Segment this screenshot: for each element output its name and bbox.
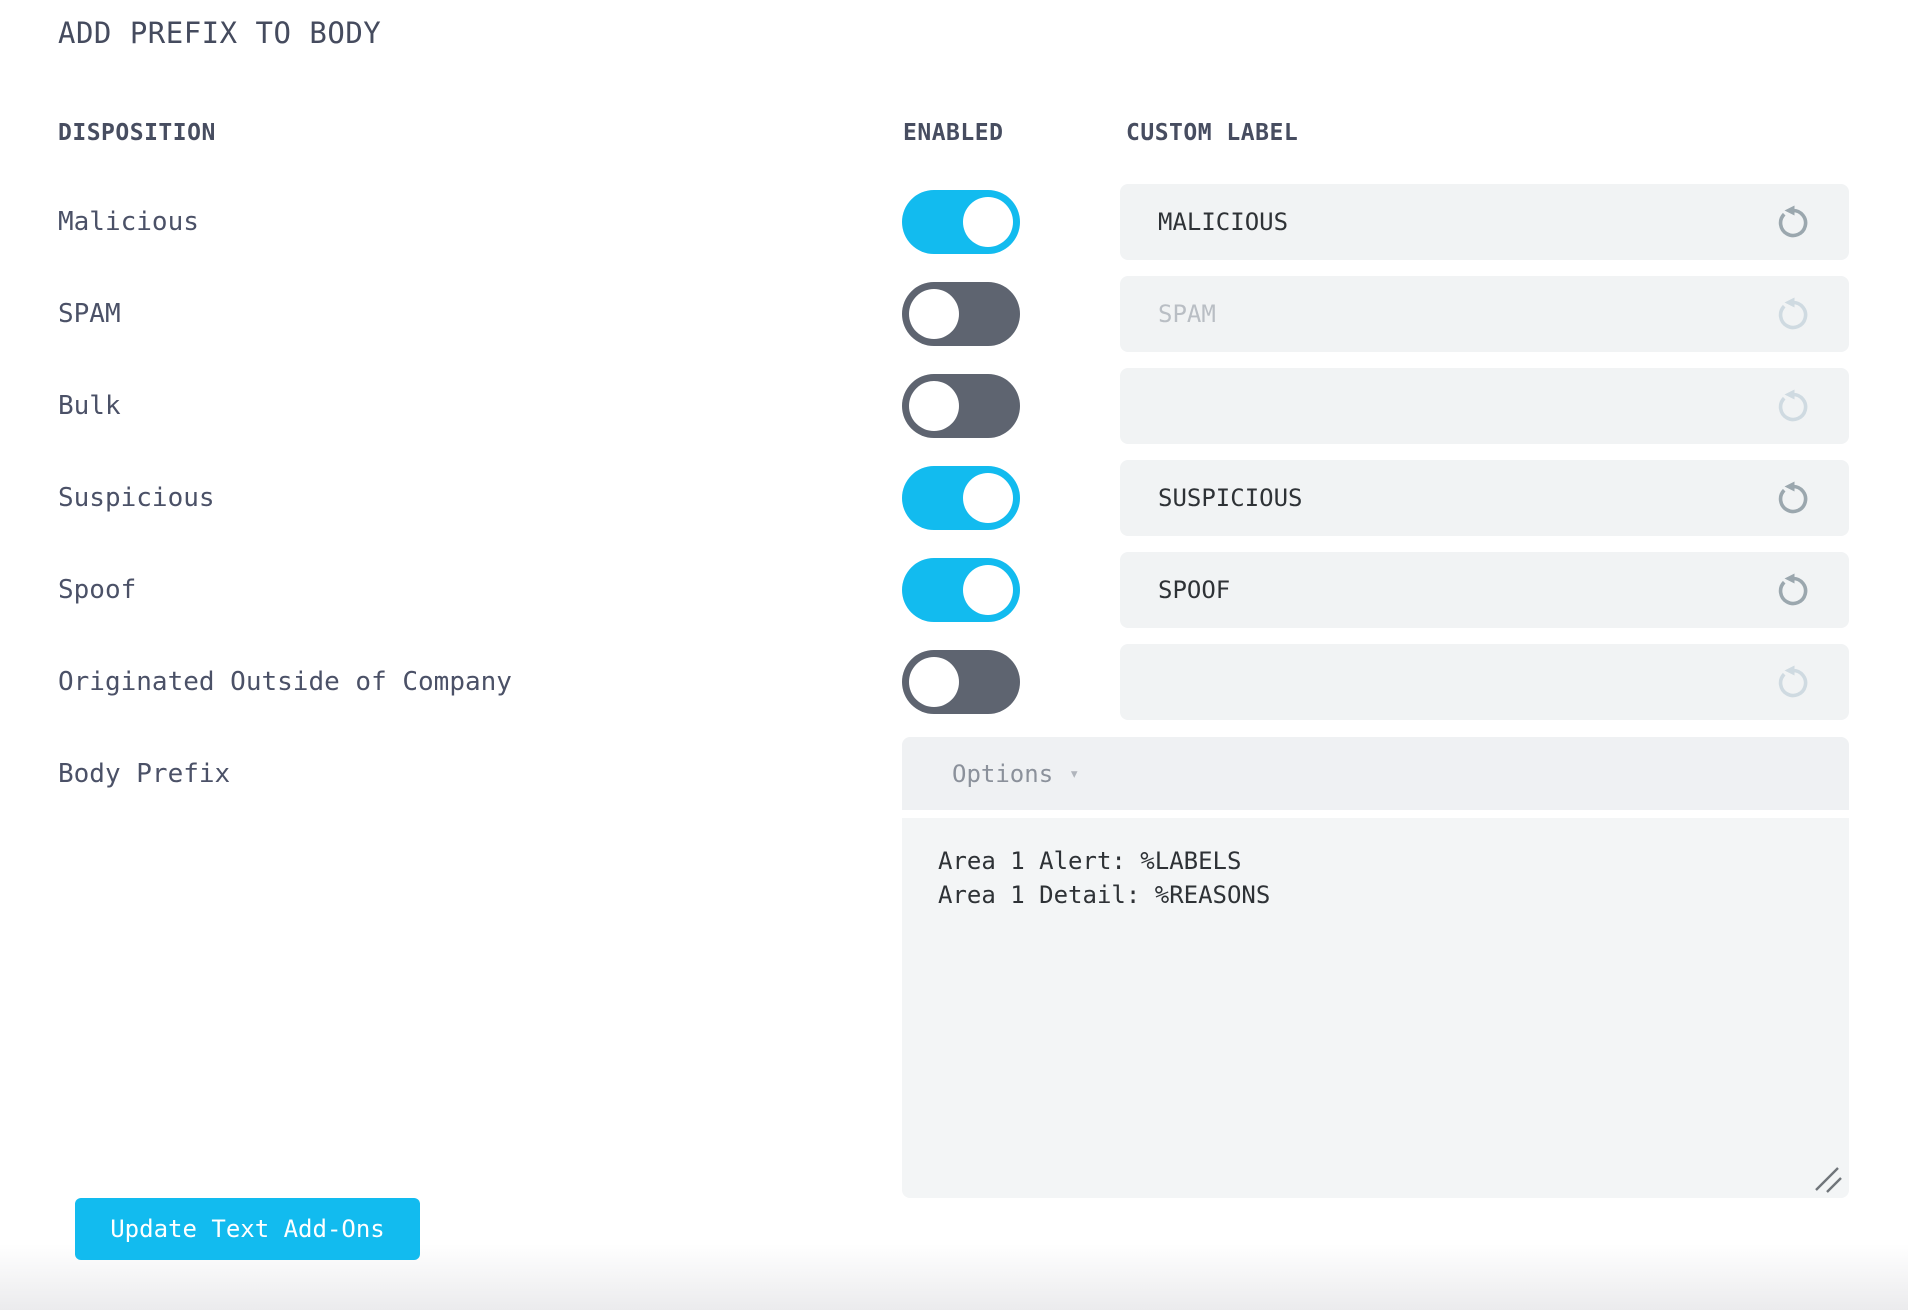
disposition-label: Malicious — [58, 207, 199, 237]
table-row: Originated Outside of Company — [0, 636, 1908, 728]
column-header-custom-label: CUSTOM LABEL — [1126, 120, 1299, 146]
resize-handle-icon[interactable] — [1812, 1164, 1848, 1196]
update-text-addons-button[interactable]: Update Text Add-Ons — [75, 1198, 420, 1260]
custom-label-field — [1120, 276, 1849, 352]
page-title: ADD PREFIX TO BODY — [58, 16, 382, 50]
custom-label-field — [1120, 552, 1849, 628]
reset-icon[interactable] — [1773, 202, 1813, 242]
disposition-label: Spoof — [58, 575, 137, 605]
custom-label-input[interactable] — [1120, 276, 1849, 352]
options-dropdown[interactable]: Options ▾ — [902, 737, 1849, 810]
custom-label-field — [1120, 644, 1849, 720]
toggle-knob — [963, 473, 1013, 523]
table-row: Bulk — [0, 360, 1908, 452]
chevron-down-icon: ▾ — [1069, 763, 1080, 784]
table-row: SPAM — [0, 268, 1908, 360]
enabled-toggle[interactable] — [902, 190, 1020, 254]
disposition-label: Originated Outside of Company — [58, 667, 512, 697]
toggle-knob — [909, 657, 959, 707]
options-dropdown-label: Options — [952, 759, 1054, 788]
reset-icon[interactable] — [1773, 662, 1813, 702]
enabled-toggle[interactable] — [902, 558, 1020, 622]
table-row: Malicious — [0, 176, 1908, 268]
table-row: Suspicious — [0, 452, 1908, 544]
enabled-toggle[interactable] — [902, 374, 1020, 438]
column-header-enabled: ENABLED — [903, 120, 1004, 146]
enabled-toggle[interactable] — [902, 282, 1020, 346]
body-prefix-textarea[interactable]: Area 1 Alert: %LABELS Area 1 Detail: %RE… — [902, 818, 1849, 1198]
disposition-label: Suspicious — [58, 483, 215, 513]
column-header-disposition: DISPOSITION — [58, 120, 216, 146]
reset-icon[interactable] — [1773, 478, 1813, 518]
enabled-toggle[interactable] — [902, 466, 1020, 530]
enabled-toggle[interactable] — [902, 650, 1020, 714]
custom-label-input[interactable] — [1120, 644, 1849, 720]
custom-label-input[interactable] — [1120, 460, 1849, 536]
custom-label-input[interactable] — [1120, 184, 1849, 260]
toggle-knob — [963, 197, 1013, 247]
toggle-knob — [963, 565, 1013, 615]
reset-icon[interactable] — [1773, 570, 1813, 610]
reset-icon[interactable] — [1773, 386, 1813, 426]
custom-label-field — [1120, 184, 1849, 260]
toggle-knob — [909, 289, 959, 339]
reset-icon[interactable] — [1773, 294, 1813, 334]
custom-label-input[interactable] — [1120, 368, 1849, 444]
disposition-label: SPAM — [58, 299, 121, 329]
custom-label-field — [1120, 368, 1849, 444]
toggle-knob — [909, 381, 959, 431]
custom-label-field — [1120, 460, 1849, 536]
disposition-label: Bulk — [58, 391, 121, 421]
custom-label-input[interactable] — [1120, 552, 1849, 628]
table-row: Spoof — [0, 544, 1908, 636]
body-prefix-label: Body Prefix — [58, 759, 231, 789]
